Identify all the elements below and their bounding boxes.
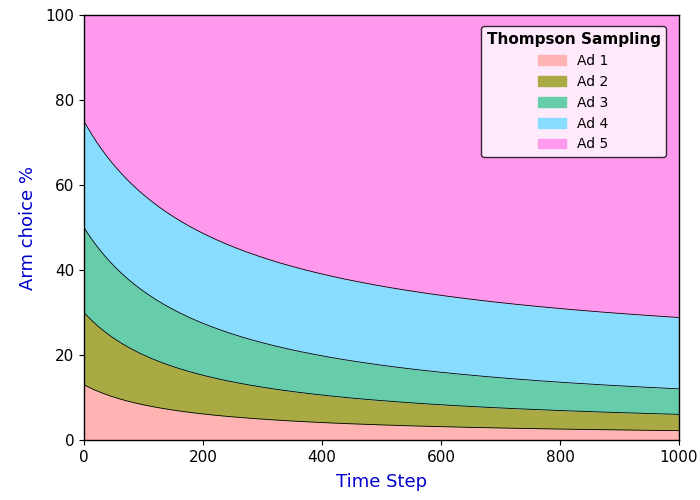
Legend: Ad 1, Ad 2, Ad 3, Ad 4, Ad 5: Ad 1, Ad 2, Ad 3, Ad 4, Ad 5 (481, 26, 666, 157)
Y-axis label: Arm choice %: Arm choice % (19, 166, 37, 290)
X-axis label: Time Step: Time Step (336, 473, 427, 491)
